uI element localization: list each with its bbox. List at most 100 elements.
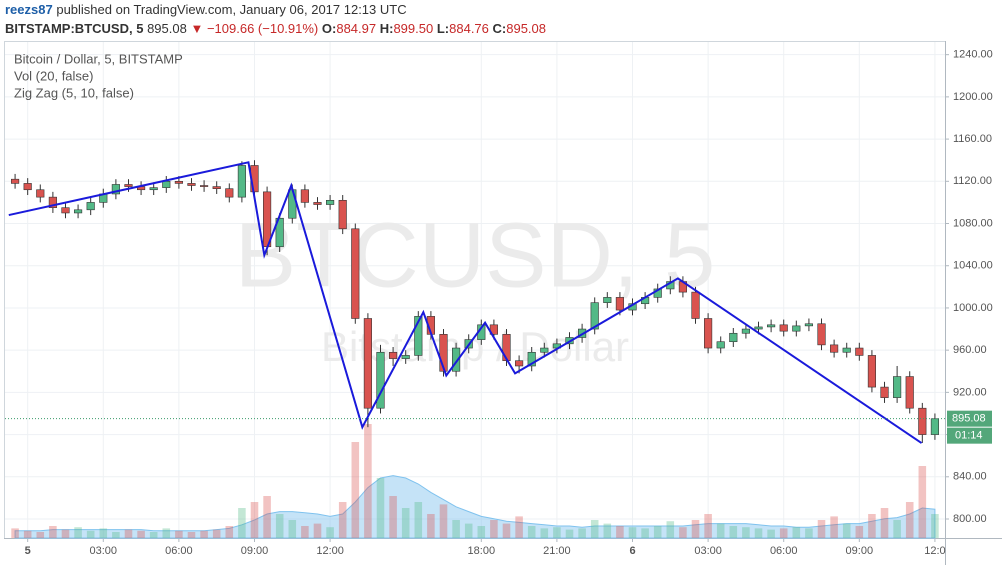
candle [804,318,813,332]
candle [338,195,347,235]
volume-bar [477,526,486,538]
candle-body [124,184,133,187]
x-tick-label: 03:00 [694,545,722,557]
candle-body [111,184,120,195]
candle-body [11,178,20,184]
quote-line: BITSTAMP:BTCUSD, 5 895.08 ▼ −109.66 (−10… [5,19,995,38]
candle-body [855,347,864,356]
volume-bar [74,527,82,538]
candle [842,342,851,358]
candle [363,313,372,428]
candle-body [313,202,322,205]
candle-body [452,347,461,372]
x-tick-label: 5 [25,545,31,557]
candle [275,212,284,253]
x-tick-label: 03:00 [90,545,118,557]
volume-bar [490,520,498,538]
candle-body [61,207,70,214]
candle-body [930,418,939,435]
candle-body [540,347,549,353]
candle-body [918,407,927,435]
candle [867,350,876,393]
volume-bar [905,502,914,538]
y-tick-label: 1040.00 [953,260,993,272]
ohlc-value: 895.08 [506,21,546,36]
y-tick-label: 920.00 [953,386,987,398]
candle [930,413,939,440]
zigzag-line [8,161,923,444]
candle [414,311,423,361]
y-tick-label: 1160.00 [953,133,992,145]
candle-body [615,297,624,311]
candle-body [275,217,284,248]
volume-bar [868,514,876,538]
y-tick-label: 840.00 [953,471,987,483]
volume-bar [11,528,19,538]
watermark: BTCUSD, 5 [235,204,716,306]
countdown-label: 01:14 [955,430,983,442]
candle [61,202,70,219]
volume-bar [716,523,725,538]
candle-body [414,316,423,356]
candle [527,346,536,372]
candle-body [792,325,801,332]
candle-body [867,355,876,388]
candle-body [754,326,763,330]
ohlc-label: L: [436,21,450,36]
candle [729,327,738,347]
header-line: reezs87 published on TradingView.com, Ja… [5,0,995,19]
ohlc-value: 884.97 [336,21,377,36]
candle [300,184,309,208]
volume-bar [61,529,70,538]
volume-bar [99,528,108,538]
candle-body [439,334,448,372]
x-tick-label: 21:00 [543,545,571,557]
volume-bar [767,529,775,538]
down-arrow: ▼ [190,21,204,36]
ohlc-value: 899.50 [393,21,434,36]
volume-bar [275,514,284,538]
candle-body [779,324,788,332]
legend-entry: Bitcoin / Dollar, 5, BITSTAMP [14,51,183,66]
legend-entry: Vol (20, false) [14,68,94,83]
ohlc-value: 884.76 [449,21,489,36]
legend-entry: Zig Zag (5, 10, false) [14,85,134,100]
candle-body [23,183,32,191]
volume-bar [414,502,423,538]
volume-bar [704,514,712,538]
volume-bar [301,526,309,538]
candle [212,181,221,194]
candle [691,286,700,324]
candle [137,181,146,196]
candle [225,183,234,203]
author[interactable]: reezs87 [5,2,53,17]
header: reezs87 published on TradingView.com, Ja… [5,0,995,38]
volume-bar [754,528,763,538]
candle [893,365,902,403]
x-tick-label: 6 [629,545,635,557]
candle [124,179,133,192]
y-tick-label: 800.00 [953,513,987,525]
y-tick-label: 1000.00 [953,302,993,314]
candle [23,178,32,196]
volume-bar [326,527,334,538]
ohlc-label: O: [321,21,337,36]
candle-body [880,386,889,398]
volume-ma-area [14,475,936,539]
watermark-sub: Bitstamp / Dollar [321,323,629,370]
volume-bar [666,521,675,538]
published: published on TradingView.com, January 06… [56,2,407,17]
volume-bar [389,496,397,538]
countdown-tag [947,427,992,444]
candle [905,371,914,414]
candle-body [502,334,511,362]
candle-body [590,302,599,330]
volume-bar [931,514,939,538]
x-tick-label: 09:00 [846,545,874,557]
volume-bar [641,528,649,538]
volume-bar [162,528,171,538]
candle [48,191,57,213]
candle-body [200,185,209,187]
volume-bar [540,528,549,538]
